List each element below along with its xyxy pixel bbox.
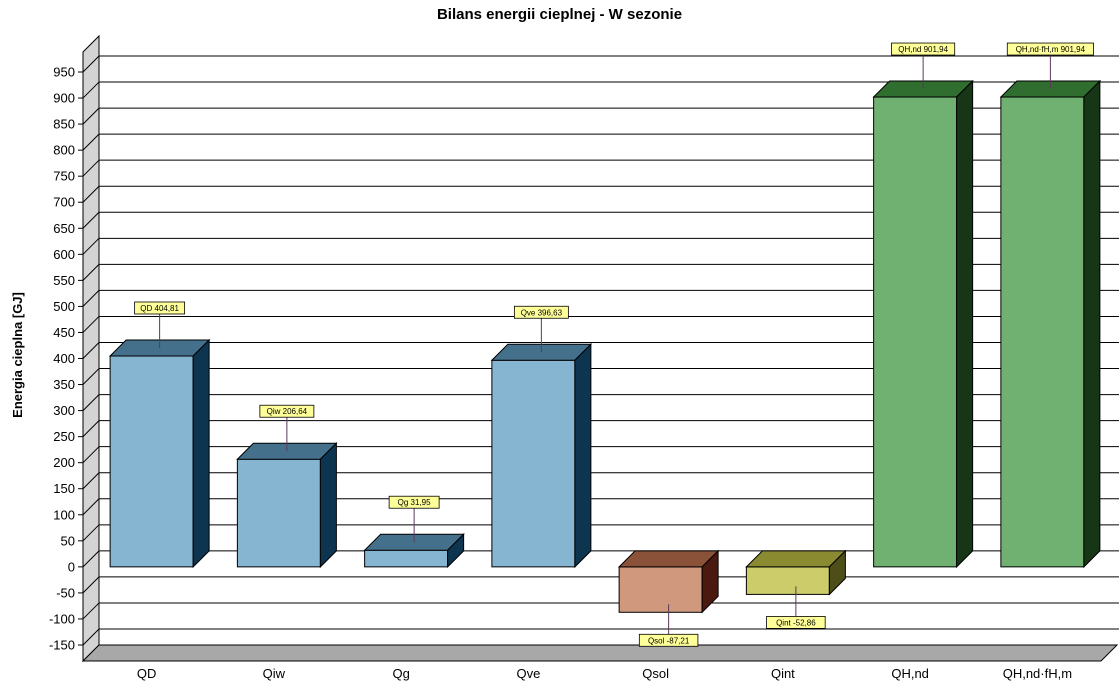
- data-label: Qiw 206,64: [267, 407, 308, 416]
- grid-diagonal: [82, 264, 100, 281]
- data-label: Qsol -87,21: [648, 636, 690, 645]
- bar-top: [617, 550, 720, 568]
- y-tick-label: 950: [53, 65, 75, 80]
- data-label-box: [513, 305, 569, 319]
- floor: [81, 644, 1119, 662]
- y-tick-label: 650: [53, 221, 75, 236]
- data-label-box: [638, 633, 699, 647]
- y-tick-label: 750: [53, 169, 75, 184]
- y-tick-label: 100: [53, 507, 75, 522]
- grid-diagonal: [82, 498, 100, 516]
- grid-diagonal: [82, 159, 100, 177]
- data-label-box: [388, 495, 440, 509]
- y-tick-label: 600: [53, 247, 75, 262]
- x-category-label: QH,nd·fH,m: [1003, 666, 1072, 681]
- data-label: QH,nd 901,94: [898, 45, 948, 54]
- bar-front: [364, 549, 449, 568]
- bar-front: [873, 96, 958, 568]
- data-label: Qve 396,63: [521, 308, 563, 317]
- y-tick-label: 450: [53, 325, 75, 340]
- y-tick-label: 50: [61, 533, 75, 548]
- y-tick-label: 400: [53, 351, 75, 366]
- y-tick-label: 200: [53, 455, 75, 470]
- bar-front: [745, 566, 830, 595]
- bar-front: [109, 355, 194, 568]
- bar-front: [236, 458, 321, 568]
- x-axis-categories: QD Qiw Qg Qve Qsol Qint QH,nd QH,nd·fH,m: [137, 666, 1072, 681]
- data-label-box: [259, 404, 315, 418]
- grid-diagonal: [82, 290, 100, 307]
- grid-diagonal: [82, 602, 100, 620]
- bar-side: [319, 442, 337, 569]
- chart-walls: [81, 34, 1119, 663]
- grid-diagonal: [82, 55, 100, 73]
- y-axis-ticks: 9509008508007507006506005505004504003503…: [49, 65, 75, 653]
- bar-side: [574, 343, 592, 569]
- grid-diagonal: [82, 133, 100, 151]
- data-label-box: [134, 301, 186, 315]
- bar-side: [701, 549, 719, 614]
- grid-diagonal: [82, 342, 100, 359]
- bar-side: [956, 79, 974, 569]
- data-label: QD 404,81: [140, 304, 179, 313]
- data-label: Qint -52,86: [776, 618, 816, 627]
- bar-front: [491, 359, 576, 568]
- bar-front: [1000, 96, 1085, 568]
- data-label-box: [766, 615, 826, 629]
- y-tick-label: 300: [53, 403, 75, 418]
- y-tick-label: 900: [53, 91, 75, 106]
- x-category-label: Qint: [771, 666, 795, 681]
- y-tick-label: 800: [53, 143, 75, 158]
- grid-diagonal: [82, 472, 100, 490]
- grid-diagonal: [82, 81, 100, 99]
- bars: [108, 79, 1102, 614]
- grid-diagonal: [82, 394, 100, 411]
- bar-side: [447, 533, 465, 569]
- x-category-label: Qsol: [642, 666, 669, 681]
- data-label-box: [1006, 42, 1094, 56]
- grid-diagonal: [82, 316, 100, 333]
- y-tick-label: 700: [53, 195, 75, 210]
- y-tick-label: 350: [53, 377, 75, 392]
- data-label: Qg 31,95: [398, 498, 431, 507]
- grid-diagonal: [82, 576, 100, 594]
- y-tick-label: 250: [53, 429, 75, 444]
- grid-diagonal: [82, 185, 100, 203]
- chart-title: Bilans energii cieplnej - W sezonie: [436, 6, 683, 23]
- side-wall: [82, 34, 100, 663]
- grid-diagonal: [82, 550, 100, 568]
- x-category-label: Qve: [516, 666, 540, 681]
- y-tick-label: -100: [49, 611, 75, 626]
- bar-side: [828, 549, 846, 596]
- grid-diagonal: [82, 107, 100, 125]
- grid-diagonal: [82, 237, 100, 255]
- y-axis-label: Energia cieplna [GJ]: [10, 292, 25, 418]
- bar-side: [192, 338, 210, 569]
- data-labels: QD 404,81 Qiw 206,64 Qg 31,95 Qve 396,63 Qso…: [134, 42, 1094, 647]
- bar-top: [745, 550, 847, 568]
- x-category-label: QH,nd: [891, 666, 929, 681]
- x-category-label: QD: [137, 666, 157, 681]
- y-tick-label: 0: [68, 559, 75, 574]
- y-tick-label: 500: [53, 299, 75, 314]
- grid-diagonal: [82, 446, 100, 464]
- grid-diagonal: [82, 524, 100, 542]
- y-tick-label: 550: [53, 273, 75, 288]
- bar-front: [618, 566, 703, 613]
- y-tick-label: 150: [53, 481, 75, 496]
- grid-diagonal: [82, 420, 100, 437]
- data-label: QH,nd·fH,m 901,94: [1016, 45, 1086, 54]
- grid-diagonal: [82, 368, 100, 385]
- data-label-box: [891, 42, 956, 56]
- y-tick-label: 850: [53, 117, 75, 132]
- grid-diagonal: [82, 211, 100, 229]
- grid-diagonal: [82, 628, 100, 646]
- bar-side: [1083, 79, 1101, 569]
- x-category-label: Qg: [392, 666, 409, 681]
- y-tick-label: -150: [49, 638, 75, 653]
- x-category-label: Qiw: [263, 666, 286, 681]
- y-tick-label: -50: [56, 585, 75, 600]
